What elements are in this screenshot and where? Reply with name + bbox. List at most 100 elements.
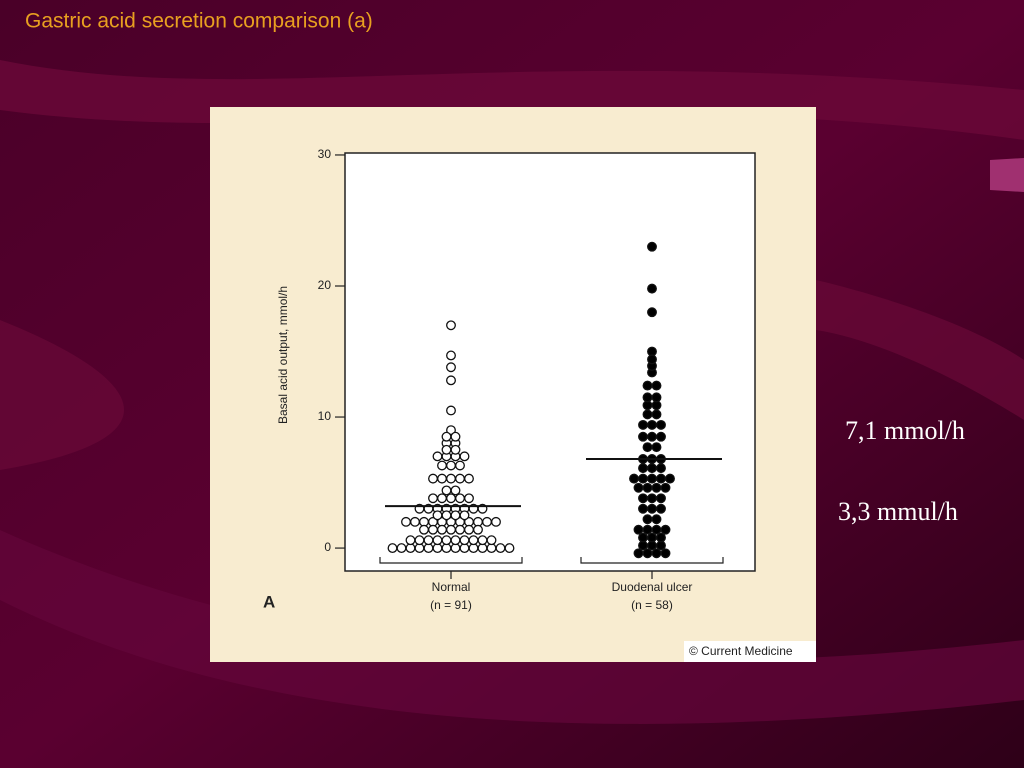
data-point <box>455 524 465 535</box>
wave <box>0 320 125 470</box>
data-point <box>651 524 662 535</box>
data-point <box>638 431 648 442</box>
data-point <box>647 473 657 484</box>
data-point <box>651 392 662 403</box>
data-point <box>446 320 456 331</box>
data-point <box>629 473 639 484</box>
data-point <box>651 380 662 391</box>
data-point <box>656 473 666 484</box>
x-tick-label: Normal <box>432 580 471 594</box>
data-point <box>656 463 666 474</box>
data-point <box>647 493 657 504</box>
data-point <box>633 482 644 493</box>
data-point <box>482 516 492 527</box>
credit-box <box>684 641 816 662</box>
data-point <box>642 409 653 420</box>
data-point <box>647 463 657 474</box>
data-point <box>642 392 653 403</box>
data-point <box>656 503 666 514</box>
data-point <box>651 514 662 525</box>
data-point <box>432 451 443 462</box>
panel-label: A <box>263 592 275 611</box>
data-point <box>660 482 671 493</box>
data-point <box>419 524 429 535</box>
data-point <box>396 543 407 554</box>
data-point <box>464 524 474 535</box>
data-point <box>638 503 648 514</box>
data-point <box>441 535 452 546</box>
data-point <box>651 409 662 420</box>
data-point <box>387 543 398 554</box>
data-point <box>647 307 657 318</box>
data-point <box>441 444 452 455</box>
data-point <box>633 548 644 559</box>
data-point <box>450 431 461 442</box>
data-point <box>642 482 653 493</box>
data-point <box>473 524 483 535</box>
wave <box>0 530 1024 724</box>
data-point <box>432 535 443 546</box>
data-point <box>441 510 452 521</box>
data-point <box>468 535 479 546</box>
data-point <box>455 473 465 484</box>
data-point <box>647 241 657 252</box>
data-point <box>651 482 662 493</box>
data-point <box>642 380 653 391</box>
data-point <box>428 524 438 535</box>
data-point <box>660 524 671 535</box>
data-point <box>441 431 452 442</box>
data-point <box>647 532 657 543</box>
data-point <box>647 431 657 442</box>
data-point <box>455 460 465 471</box>
data-point <box>437 473 447 484</box>
data-point <box>477 535 488 546</box>
data-point <box>446 524 456 535</box>
x-tick-label: Duodenal ulcer <box>612 580 693 594</box>
data-point <box>410 516 420 527</box>
group-count: (n = 58) <box>631 598 673 612</box>
data-point <box>647 354 657 365</box>
y-tick-label: 20 <box>318 278 332 292</box>
y-axis-label: Basal acid output, mmol/h <box>276 286 290 424</box>
data-point <box>656 532 666 543</box>
accent <box>990 158 1024 192</box>
y-tick-label: 30 <box>318 147 332 161</box>
data-point <box>665 473 675 484</box>
data-point <box>432 510 443 521</box>
data-point <box>446 362 456 373</box>
slide-title: Gastric acid secretion comparison (a) <box>25 10 373 33</box>
data-point <box>446 493 456 504</box>
data-point <box>464 473 474 484</box>
data-point <box>656 493 666 504</box>
data-point <box>651 548 662 559</box>
credit: © Current Medicine <box>689 644 793 658</box>
data-point <box>656 431 666 442</box>
data-point <box>656 419 666 430</box>
data-point <box>405 535 416 546</box>
data-point <box>491 516 501 527</box>
data-point <box>441 485 452 496</box>
data-point <box>459 510 470 521</box>
data-point <box>459 535 470 546</box>
data-point <box>638 532 648 543</box>
annotation: 7,1 mmol/h <box>845 416 965 445</box>
data-point <box>647 503 657 514</box>
data-point <box>647 283 657 294</box>
data-point <box>651 442 662 453</box>
data-point <box>450 444 461 455</box>
data-point <box>642 514 653 525</box>
annotation: 3,3 mmul/h <box>838 497 958 526</box>
data-point <box>428 493 438 504</box>
y-tick-label: 10 <box>318 409 332 423</box>
data-point <box>504 543 515 554</box>
data-point <box>647 419 657 430</box>
data-point <box>638 473 648 484</box>
data-point <box>446 425 456 436</box>
data-point <box>459 451 470 462</box>
data-point <box>642 442 653 453</box>
data-point <box>464 493 474 504</box>
y-tick-label: 0 <box>324 540 331 554</box>
data-point <box>446 460 456 471</box>
data-point <box>428 473 438 484</box>
